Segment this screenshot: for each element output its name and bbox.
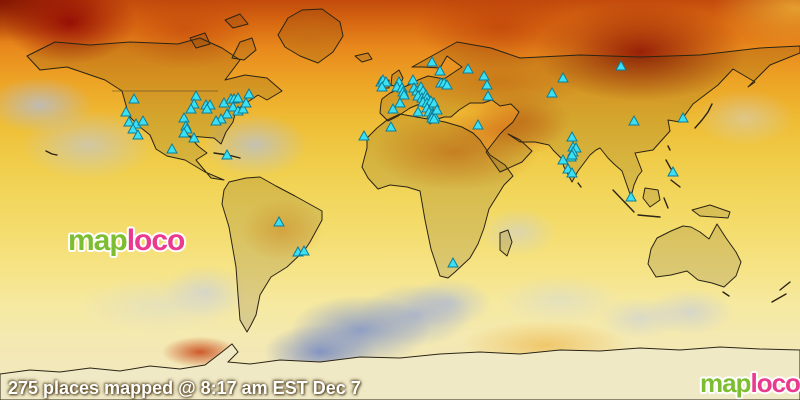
place-marker	[447, 256, 459, 268]
maploco-logo: maploco	[700, 370, 800, 396]
continent-antarctica	[0, 343, 800, 400]
place-marker	[240, 96, 252, 108]
island-tasmania	[722, 291, 730, 297]
place-marker	[428, 112, 440, 124]
place-marker	[566, 130, 578, 142]
islands-hawaii	[45, 150, 58, 156]
place-marker	[546, 86, 558, 98]
place-marker	[137, 114, 149, 126]
island-taiwan	[667, 145, 671, 151]
maploco-logo: maploco	[68, 224, 186, 257]
place-marker	[557, 71, 569, 83]
maploco-logo-map-text: map	[700, 368, 751, 398]
island-ellesmere	[224, 13, 249, 29]
island-sri-lanka	[577, 182, 582, 188]
place-marker	[628, 114, 640, 126]
place-marker	[227, 100, 239, 112]
place-marker	[358, 129, 370, 141]
place-marker	[178, 111, 190, 123]
place-marker	[431, 103, 443, 115]
continent-australia	[647, 223, 742, 288]
places-mapped-caption: 275 places mapped @ 8:17 am EST Dec 7	[8, 378, 361, 398]
island-iceland	[354, 52, 373, 63]
place-marker	[677, 111, 689, 123]
place-marker	[387, 102, 399, 114]
place-marker	[221, 148, 233, 160]
maploco-logo-loco-text: loco	[126, 224, 186, 257]
place-marker	[426, 55, 438, 67]
place-marker	[120, 105, 132, 117]
place-marker	[481, 78, 493, 90]
island-baffin	[231, 37, 257, 61]
place-marker	[428, 96, 440, 108]
place-marker	[615, 59, 627, 71]
place-marker	[190, 89, 202, 101]
island-victoria	[189, 32, 211, 49]
place-marker	[478, 69, 490, 81]
place-marker	[398, 88, 410, 100]
island-greenland	[277, 8, 344, 64]
place-marker	[462, 62, 474, 74]
place-marker	[127, 122, 139, 134]
place-marker	[243, 87, 255, 99]
continent-south-america	[221, 176, 323, 333]
place-marker	[201, 102, 213, 114]
place-marker	[482, 89, 494, 101]
place-marker	[557, 153, 569, 165]
place-marker	[625, 190, 637, 202]
place-marker	[188, 131, 200, 143]
place-marker	[273, 215, 285, 227]
place-marker	[394, 96, 406, 108]
island-sumatra	[612, 189, 635, 213]
place-marker	[566, 166, 578, 178]
place-marker	[178, 126, 190, 138]
place-marker	[210, 114, 222, 126]
island-new-guinea	[691, 204, 731, 219]
island-japan	[694, 103, 713, 129]
place-marker	[385, 120, 397, 132]
maploco-logo-map-text: map	[68, 224, 128, 257]
place-marker	[232, 91, 244, 103]
place-marker	[298, 244, 310, 256]
place-marker	[185, 102, 197, 114]
islands-new-zealand	[771, 281, 791, 303]
place-marker	[434, 64, 446, 76]
place-marker	[441, 78, 453, 90]
island-java	[637, 214, 661, 218]
place-marker	[472, 118, 484, 130]
place-marker	[376, 80, 388, 92]
islands-philippines	[665, 159, 681, 188]
island-sulawesi	[663, 197, 669, 209]
place-marker	[221, 107, 233, 119]
place-marker	[407, 73, 419, 85]
continent-eurasia	[379, 41, 800, 198]
place-marker	[128, 92, 140, 104]
island-madagascar	[499, 229, 513, 257]
place-marker	[237, 102, 249, 114]
maploco-logo-loco-text: loco	[750, 368, 800, 398]
place-marker	[667, 165, 679, 177]
place-marker	[166, 142, 178, 154]
place-marker	[132, 128, 144, 140]
continent-africa	[361, 113, 514, 279]
place-marker	[123, 115, 135, 127]
place-marker	[566, 148, 578, 160]
place-marker	[412, 105, 424, 117]
island-borneo	[642, 187, 661, 208]
